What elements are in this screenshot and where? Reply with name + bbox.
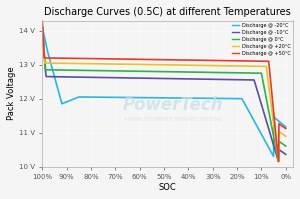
Discharge @ -20°C xyxy=(156,97,160,99)
Discharge @ -20°C xyxy=(185,97,189,99)
Discharge @ +20°C xyxy=(279,131,282,134)
Discharge @ 0°C xyxy=(240,72,244,74)
Y-axis label: Pack Voltage: Pack Voltage xyxy=(7,67,16,120)
Discharge @ +50°C xyxy=(172,59,176,61)
Discharge @ +20°C xyxy=(185,64,189,66)
Discharge @ -10°C xyxy=(156,77,160,80)
Line: Discharge @ 0°C: Discharge @ 0°C xyxy=(42,27,286,161)
Discharge @ -10°C xyxy=(277,160,280,163)
Discharge @ 0°C xyxy=(172,71,176,73)
Discharge @ 0°C xyxy=(40,26,44,28)
Discharge @ -20°C xyxy=(240,98,244,100)
Discharge @ +20°C xyxy=(240,65,244,67)
Discharge @ -10°C xyxy=(279,149,282,152)
Discharge @ -20°C xyxy=(172,97,176,99)
X-axis label: SOC: SOC xyxy=(159,183,177,192)
Discharge @ -10°C xyxy=(185,78,189,80)
Discharge @ 0°C xyxy=(185,71,189,73)
Line: Discharge @ +50°C: Discharge @ +50°C xyxy=(42,22,286,161)
Line: Discharge @ +20°C: Discharge @ +20°C xyxy=(42,27,286,161)
Discharge @ -10°C xyxy=(284,153,288,156)
Discharge @ +50°C xyxy=(185,59,189,61)
Discharge @ +50°C xyxy=(40,21,44,23)
Title: Discharge Curves (0.5C) at different Temperatures: Discharge Curves (0.5C) at different Tem… xyxy=(44,7,291,17)
Discharge @ -20°C xyxy=(158,97,161,99)
Discharge @ -10°C xyxy=(158,77,161,80)
Text: PowerTech: PowerTech xyxy=(122,96,223,114)
Discharge @ +50°C xyxy=(284,127,288,130)
Discharge @ -20°C xyxy=(272,155,275,158)
Discharge @ -20°C xyxy=(40,26,44,28)
Discharge @ +50°C xyxy=(277,160,280,163)
Discharge @ 0°C xyxy=(156,70,160,73)
Discharge @ +50°C xyxy=(279,124,282,126)
Discharge @ +20°C xyxy=(277,160,280,163)
Text: ADVANCED ENERGY STORAGE SYSTEMS: ADVANCED ENERGY STORAGE SYSTEMS xyxy=(124,117,222,122)
Discharge @ -10°C xyxy=(240,79,244,81)
Discharge @ +20°C xyxy=(284,135,288,138)
Discharge @ -20°C xyxy=(279,121,282,124)
Discharge @ 0°C xyxy=(284,145,288,147)
Discharge @ 0°C xyxy=(158,70,161,73)
Discharge @ 0°C xyxy=(277,160,280,163)
Discharge @ -20°C xyxy=(284,126,288,128)
Discharge @ -10°C xyxy=(40,26,44,28)
Line: Discharge @ -20°C: Discharge @ -20°C xyxy=(42,27,286,156)
Discharge @ +20°C xyxy=(40,26,44,28)
Legend: Discharge @ -20°C, Discharge @ -10°C, Discharge @ 0°C, Discharge @ +20°C, Discha: Discharge @ -20°C, Discharge @ -10°C, Di… xyxy=(232,23,291,56)
Discharge @ +50°C xyxy=(158,59,161,61)
Discharge @ 0°C xyxy=(279,141,282,143)
Line: Discharge @ -10°C: Discharge @ -10°C xyxy=(42,27,286,162)
Discharge @ +20°C xyxy=(156,63,160,66)
Discharge @ +50°C xyxy=(240,60,244,62)
Discharge @ +20°C xyxy=(172,64,176,66)
Discharge @ +50°C xyxy=(156,59,160,61)
Discharge @ -10°C xyxy=(172,77,176,80)
Discharge @ +20°C xyxy=(158,63,161,66)
